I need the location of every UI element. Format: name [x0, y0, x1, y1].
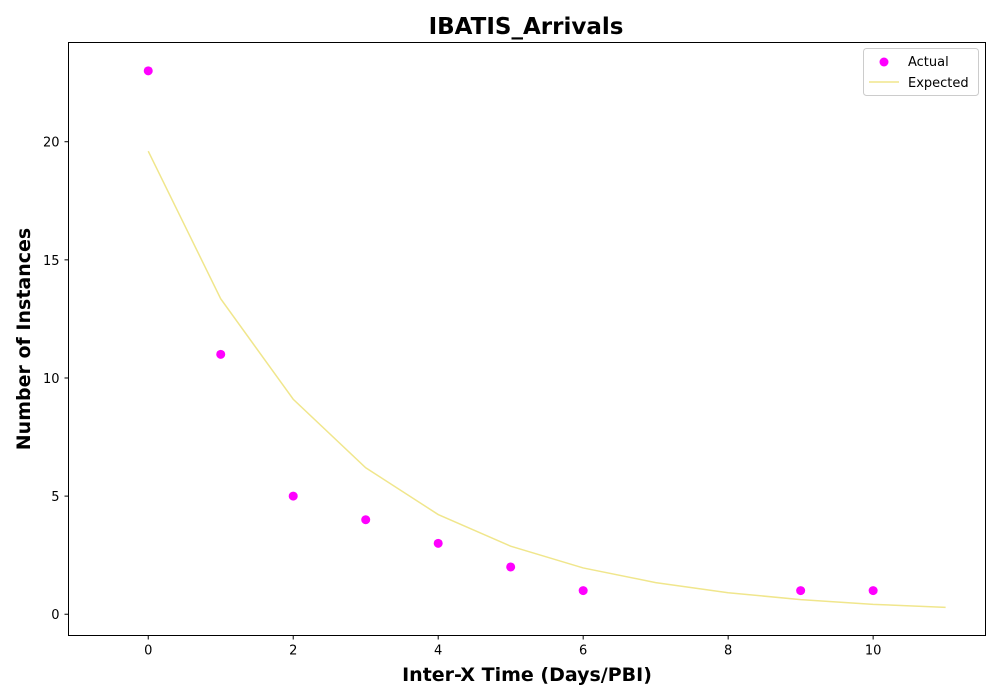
y-tick-label: 0 [51, 608, 59, 623]
legend-box [863, 48, 979, 96]
chart-title: IBATIS_Arrivals [429, 14, 624, 40]
x-axis-ticks: 0 2 4 6 8 10 [144, 635, 882, 659]
x-tick-label: 8 [724, 644, 732, 659]
y-tick-label: 5 [51, 490, 59, 505]
legend-label-actual: Actual [908, 55, 949, 70]
x-tick-label: 4 [434, 644, 442, 659]
y-tick-label: 20 [43, 136, 60, 151]
legend: Actual Expected [863, 48, 979, 96]
actual-point [433, 538, 443, 548]
actual-point [288, 491, 298, 501]
legend-label-expected: Expected [908, 76, 969, 91]
x-tick-label: 6 [579, 644, 587, 659]
legend-marker-actual [879, 57, 889, 67]
x-tick-label: 0 [144, 644, 152, 659]
y-tick-label: 15 [43, 254, 60, 269]
actual-point [506, 562, 516, 572]
y-axis-ticks: 0 5 10 15 20 [43, 136, 69, 623]
actual-point [143, 66, 153, 76]
actual-point [216, 349, 226, 359]
x-tick-label: 10 [865, 644, 882, 659]
x-axis-label: Inter-X Time (Days/PBI) [402, 664, 652, 686]
expected-line [147, 150, 946, 609]
plot-area [68, 42, 986, 636]
actual-point [361, 515, 371, 525]
actual-point [796, 586, 806, 596]
series-layer [143, 66, 946, 609]
actual-point [868, 586, 878, 596]
y-tick-label: 10 [43, 372, 60, 387]
actual-point [578, 586, 588, 596]
x-tick-label: 2 [289, 644, 297, 659]
y-axis-label: Number of Instances [13, 228, 35, 450]
